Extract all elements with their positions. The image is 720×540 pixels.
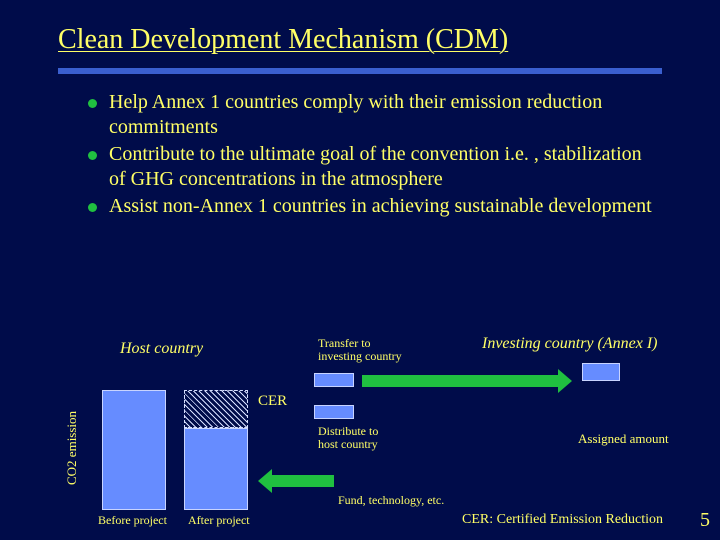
- slide: Clean Development Mechanism (CDM) Help A…: [0, 0, 720, 540]
- title-divider: [58, 68, 662, 74]
- bullet-item: Help Annex 1 countries comply with their…: [88, 90, 658, 140]
- page-number: 5: [700, 509, 710, 532]
- assigned-amount-label: Assigned amount: [578, 431, 669, 447]
- bar-after: [184, 428, 248, 510]
- after-project-label: After project: [188, 513, 250, 528]
- arrow-fund-icon: [272, 475, 334, 487]
- bar-cer-hatch: [184, 390, 248, 428]
- before-project-label: Before project: [98, 513, 167, 528]
- fund-label: Fund, technology, etc.: [338, 493, 444, 508]
- investing-box-top: [582, 363, 620, 381]
- bullet-list: Help Annex 1 countries comply with their…: [88, 90, 658, 219]
- transfer-label: Transfer to investing country: [318, 337, 402, 363]
- bullet-text: Help Annex 1 countries comply with their…: [109, 90, 658, 140]
- transfer-box-1: [314, 373, 354, 387]
- bullet-dot-icon: [88, 151, 97, 160]
- y-axis-label: CO2 emission: [64, 411, 80, 485]
- bar-before: [102, 390, 166, 510]
- cer-definition: CER: Certified Emission Reduction: [462, 512, 663, 528]
- arrow-transfer-icon: [362, 375, 558, 387]
- slide-title: Clean Development Mechanism (CDM): [0, 0, 720, 60]
- investing-country-label: Investing country (Annex I): [482, 335, 657, 353]
- transfer-box-2: [314, 405, 354, 419]
- bullet-text: Assist non-Annex 1 countries in achievin…: [109, 194, 652, 219]
- host-country-label: Host country: [120, 340, 203, 358]
- bullet-item: Contribute to the ultimate goal of the c…: [88, 142, 658, 192]
- bullet-dot-icon: [88, 99, 97, 108]
- cer-label: CER: [258, 393, 287, 410]
- distribute-label: Distribute to host country: [318, 425, 378, 451]
- bullet-dot-icon: [88, 203, 97, 212]
- diagram: Host country Investing country (Annex I)…: [0, 335, 720, 540]
- bullet-item: Assist non-Annex 1 countries in achievin…: [88, 194, 658, 219]
- bullet-text: Contribute to the ultimate goal of the c…: [109, 142, 658, 192]
